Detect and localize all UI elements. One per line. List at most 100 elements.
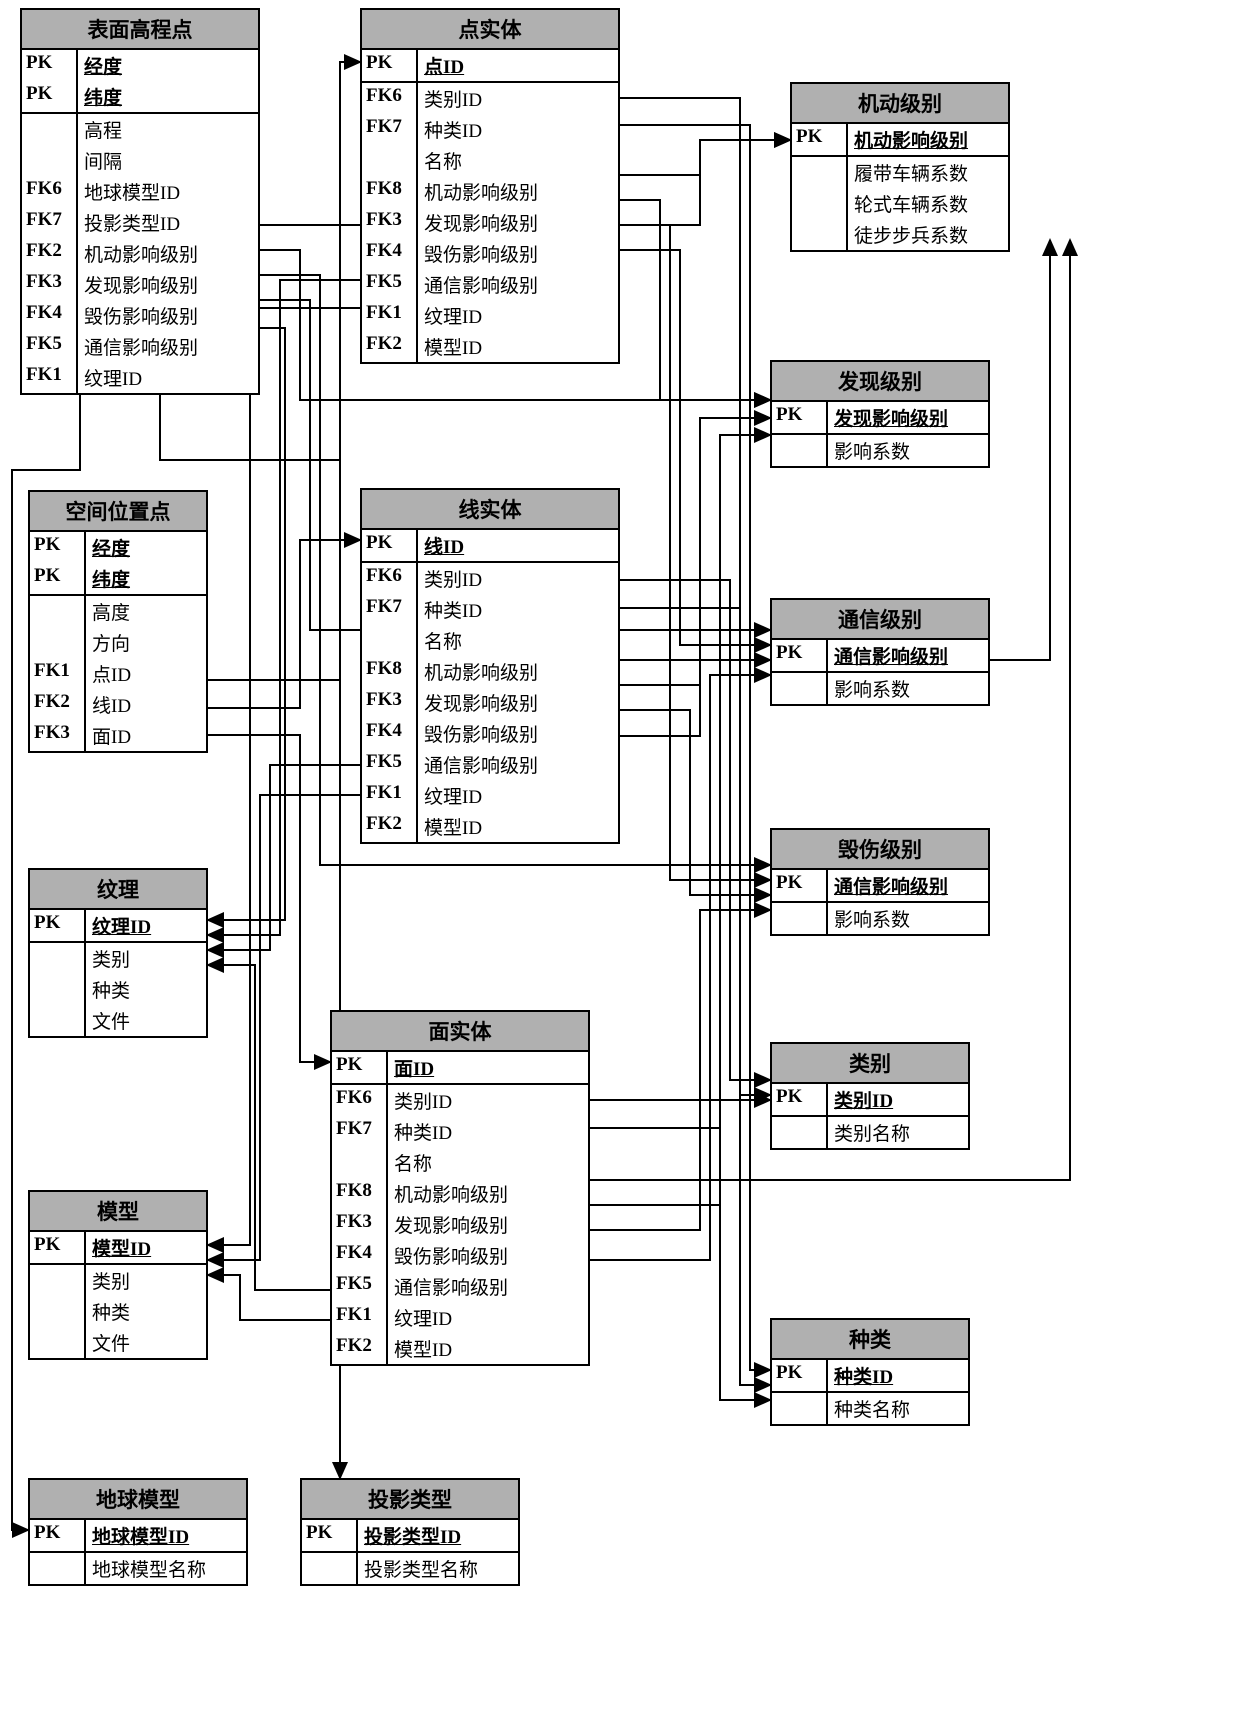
entity-title: 空间位置点 (30, 492, 206, 532)
connector-le-comm (620, 660, 770, 736)
key-col (30, 1265, 86, 1296)
name-col: 经度 (78, 50, 258, 81)
key-col: PK (22, 81, 78, 112)
name-col: 地球模型名称 (86, 1553, 246, 1584)
entity-section: PK纹理ID (30, 910, 206, 943)
key-col: FK1 (22, 362, 78, 393)
entity-section: PK发现影响级别 (772, 402, 988, 435)
name-col: 地球模型ID (86, 1520, 246, 1551)
entity-section: PK地球模型ID (30, 1520, 246, 1553)
entity-row: FK2模型ID (332, 1333, 588, 1364)
entity-row: FK7种类ID (362, 594, 618, 625)
entity-row: 徒步步兵系数 (792, 219, 1008, 250)
entity-row: FK6地球模型ID (22, 176, 258, 207)
connector-le-disc (620, 418, 770, 685)
entity-title: 面实体 (332, 1012, 588, 1052)
entity-row: 间隔 (22, 145, 258, 176)
entity-row: FK5通信影响级别 (362, 269, 618, 300)
entity-spatial_point: 空间位置点PK经度PK纬度高度方向FK1点IDFK2线IDFK3面ID (28, 490, 208, 753)
key-col (792, 157, 848, 188)
entity-row: PK类别ID (772, 1084, 968, 1115)
name-col: 发现影响级别 (388, 1209, 588, 1240)
entity-section: 类别种类文件 (30, 1265, 206, 1358)
name-col: 机动影响级别 (78, 238, 258, 269)
key-col (772, 903, 828, 934)
entity-row: FK5通信影响级别 (332, 1271, 588, 1302)
key-col: PK (30, 532, 86, 563)
name-col: 名称 (388, 1147, 588, 1178)
name-col: 毁伤影响级别 (418, 238, 618, 269)
key-col: FK6 (362, 563, 418, 594)
entity-row: PK种类ID (772, 1360, 968, 1391)
entity-title: 机动级别 (792, 84, 1008, 124)
connector-pe-mob (620, 140, 790, 175)
entity-row: PK纬度 (30, 563, 206, 594)
entity-row: 履带车辆系数 (792, 157, 1008, 188)
name-col: 机动影响级别 (418, 176, 618, 207)
name-col: 名称 (418, 625, 618, 656)
name-col: 通信影响级别 (828, 870, 988, 901)
entity-mobility_level: 机动级别PK机动影响级别履带车辆系数轮式车辆系数徒步步兵系数 (790, 82, 1010, 252)
entity-row: 类别 (30, 943, 206, 974)
connector-pe-kind (620, 125, 770, 1370)
entity-area_entity: 面实体PK面IDFK6类别IDFK7种类ID名称FK8机动影响级别FK3发现影响… (330, 1010, 590, 1366)
name-col: 投影类型ID (78, 207, 258, 238)
entity-row: FK8机动影响级别 (362, 656, 618, 687)
name-col: 影响系数 (828, 673, 988, 704)
key-col: FK2 (362, 331, 418, 362)
entity-row: PK发现影响级别 (772, 402, 988, 433)
entity-row: PK投影类型ID (302, 1520, 518, 1551)
key-col (22, 114, 78, 145)
entity-row: FK8机动影响级别 (332, 1178, 588, 1209)
name-col: 纬度 (78, 81, 258, 112)
key-col: FK1 (30, 658, 86, 689)
name-col: 发现影响级别 (78, 269, 258, 300)
key-col (30, 943, 86, 974)
key-col: FK3 (22, 269, 78, 300)
key-col (792, 188, 848, 219)
entity-row: 轮式车辆系数 (792, 188, 1008, 219)
entity-section: PK经度PK纬度 (30, 532, 206, 596)
key-col: PK (332, 1052, 388, 1083)
name-col: 纹理ID (86, 910, 206, 941)
entity-row: FK2模型ID (362, 811, 618, 842)
entity-section: PK类别ID (772, 1084, 968, 1117)
entity-row: 种类名称 (772, 1393, 968, 1424)
connector-pe-disc (620, 200, 770, 400)
key-col: FK4 (332, 1240, 388, 1271)
name-col: 通信影响级别 (78, 331, 258, 362)
name-col: 面ID (388, 1052, 588, 1083)
entity-row: FK1纹理ID (362, 300, 618, 331)
name-col: 发现影响级别 (828, 402, 988, 433)
entity-comm_level: 通信级别PK通信影响级别影响系数 (770, 598, 990, 706)
connector-sp-le (208, 540, 360, 708)
entity-row: PK纬度 (22, 81, 258, 112)
entity-title: 种类 (772, 1320, 968, 1360)
entity-title: 纹理 (30, 870, 206, 910)
entity-row: FK1点ID (30, 658, 206, 689)
entity-row: FK3发现影响级别 (22, 269, 258, 300)
name-col: 种类名称 (828, 1393, 968, 1424)
entity-row: FK5通信影响级别 (22, 331, 258, 362)
name-col: 投影类型ID (358, 1520, 518, 1551)
entity-row: 文件 (30, 1327, 206, 1358)
entity-row: FK2模型ID (362, 331, 618, 362)
entity-section: PK通信影响级别 (772, 870, 988, 903)
entity-title: 通信级别 (772, 600, 988, 640)
name-col: 种类ID (418, 594, 618, 625)
key-col (362, 625, 418, 656)
entity-section: PK点ID (362, 50, 618, 83)
entity-row: PK线ID (362, 530, 618, 561)
name-col: 纹理ID (78, 362, 258, 393)
name-col: 模型ID (418, 811, 618, 842)
name-col: 地球模型ID (78, 176, 258, 207)
connector-ae-model (208, 1275, 330, 1320)
name-col: 种类ID (828, 1360, 968, 1391)
entity-section: FK6类别IDFK7种类ID名称FK8机动影响级别FK3发现影响级别FK4毁伤影… (332, 1085, 588, 1364)
entity-row: PK通信影响级别 (772, 870, 988, 901)
entity-row: 种类 (30, 1296, 206, 1327)
name-col: 文件 (86, 1327, 206, 1358)
entity-row: 投影类型名称 (302, 1553, 518, 1584)
entity-projection_type: 投影类型PK投影类型ID投影类型名称 (300, 1478, 520, 1586)
name-col: 模型ID (418, 331, 618, 362)
